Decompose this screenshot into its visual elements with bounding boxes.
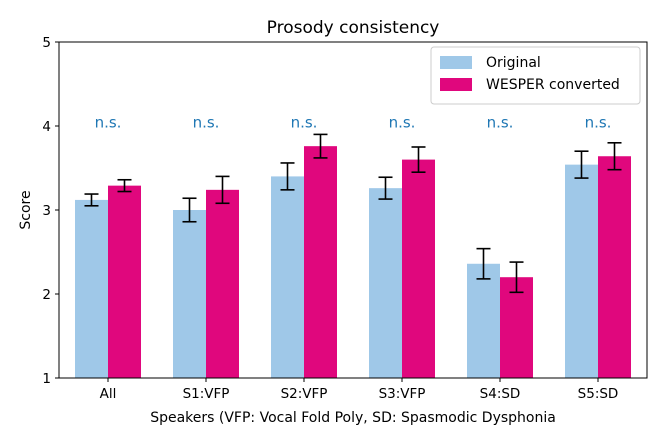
error-bar-wesper-s2-vfp <box>313 133 328 159</box>
error-bar-original-s3-vfp <box>378 176 393 200</box>
x-tick-label: S1:VFP <box>183 386 230 402</box>
annotation-ns: n.s. <box>291 114 318 132</box>
annotation-ns: n.s. <box>487 114 514 132</box>
y-tick-label: 1 <box>42 371 51 387</box>
error-bar-wesper-s4-sd <box>509 261 524 294</box>
annotation-ns: n.s. <box>585 114 612 132</box>
error-bar-original-s2-vfp <box>280 162 295 191</box>
y-tick-label: 4 <box>42 119 51 135</box>
bar-original-all <box>75 199 108 378</box>
legend-label-original: Original <box>486 55 541 71</box>
y-tick-label: 2 <box>42 287 51 303</box>
x-tick-label: All <box>100 386 117 402</box>
annotation-ns: n.s. <box>95 114 122 132</box>
error-bar-wesper-s5-sd <box>607 142 622 171</box>
error-bar-wesper-s1-vfp <box>215 175 230 205</box>
x-axis-label: Speakers (VFP: Vocal Fold Poly, SD: Spas… <box>150 410 556 426</box>
bar-wesper-all <box>108 185 141 378</box>
legend-box <box>430 46 641 105</box>
y-tick-label: 5 <box>42 35 51 51</box>
bar-original-s2-vfp <box>271 176 304 378</box>
error-bar-original-all <box>84 193 99 207</box>
bar-wesper-s2-vfp <box>304 146 337 378</box>
error-bar-wesper-s3-vfp <box>411 146 426 173</box>
bar-wesper-s5-sd <box>598 156 631 378</box>
error-bar-original-s4-sd <box>476 247 491 280</box>
legend-swatch-wesper <box>440 78 472 91</box>
annotations-layer: n.s. n.s. n.s. n.s. n.s. n.s. <box>95 114 612 132</box>
legend-label-wesper: WESPER converted <box>486 77 620 93</box>
y-axis: 1 2 3 4 5 <box>42 35 59 387</box>
bar-wesper-s1-vfp <box>206 189 239 378</box>
bars-layer <box>75 146 631 378</box>
error-bar-original-s5-sd <box>574 150 589 179</box>
error-bars-layer <box>84 133 622 294</box>
legend: Original WESPER converted <box>430 46 641 105</box>
x-axis: All S1:VFP S2:VFP S3:VFP S4:SD S5:SD <box>100 378 619 402</box>
error-bar-wesper-all <box>117 178 132 193</box>
bar-original-s5-sd <box>565 164 598 378</box>
x-tick-label: S4:SD <box>480 386 521 402</box>
x-tick-label: S2:VFP <box>281 386 328 402</box>
bar-wesper-s4-sd <box>500 277 533 378</box>
bar-wesper-s3-vfp <box>402 159 435 378</box>
bar-original-s1-vfp <box>173 210 206 378</box>
y-axis-label: Score <box>18 190 34 229</box>
error-bar-original-s1-vfp <box>182 197 197 223</box>
x-tick-label: S5:SD <box>578 386 619 402</box>
bar-original-s3-vfp <box>369 188 402 378</box>
annotation-ns: n.s. <box>389 114 416 132</box>
bar-original-s4-sd <box>467 263 500 378</box>
legend-swatch-original <box>440 56 472 69</box>
chart-title: Prosody consistency <box>267 18 440 38</box>
annotation-ns: n.s. <box>193 114 220 132</box>
y-tick-label: 3 <box>42 203 51 219</box>
x-tick-label: S3:VFP <box>379 386 426 402</box>
